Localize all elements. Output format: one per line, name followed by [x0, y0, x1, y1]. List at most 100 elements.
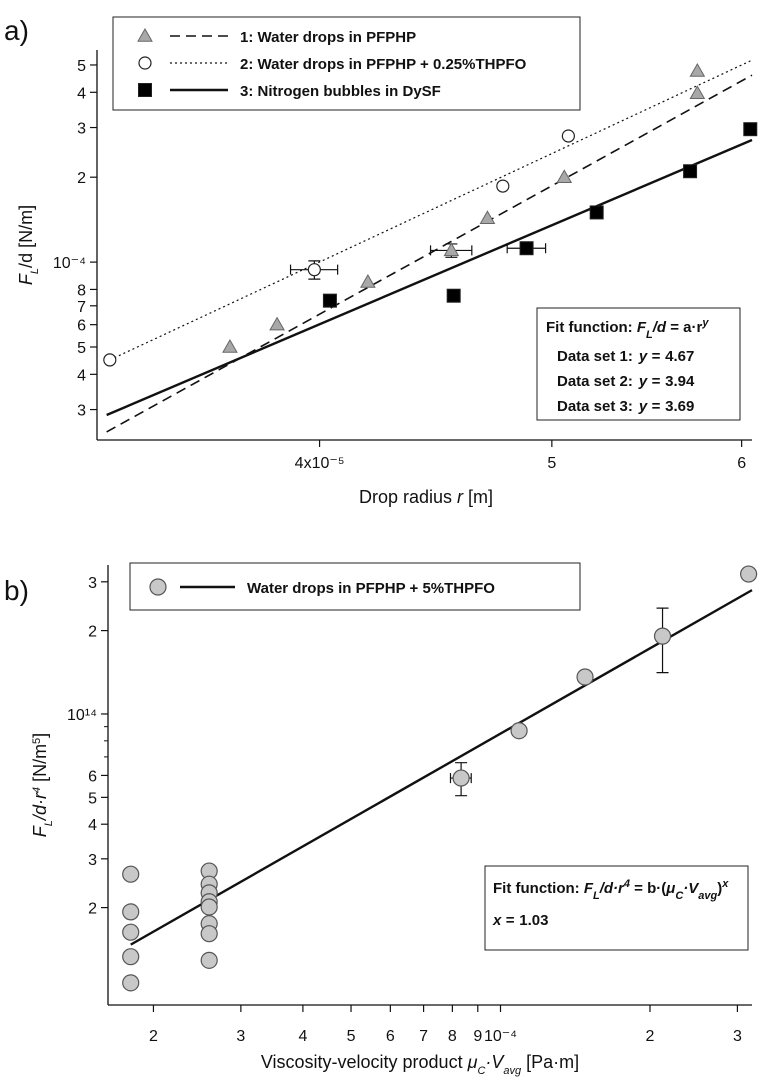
y-tick-label: 10¹⁴ — [67, 707, 97, 724]
marker — [510, 722, 528, 740]
fit-line — [109, 59, 753, 361]
text-part: L — [593, 890, 600, 902]
text-part: ) — [717, 880, 722, 897]
text-part: 3.94 — [665, 373, 695, 390]
text-part: y = — [638, 348, 661, 365]
text-part: avg — [698, 890, 717, 902]
marker — [446, 288, 461, 303]
label-part: r — [457, 487, 464, 507]
y-tick-label: 3 — [77, 121, 86, 138]
legend-label: 1: Water drops in PFPHP — [240, 29, 416, 46]
fit-row: Data set 3: y = 3.69 — [557, 398, 694, 415]
x-axis-label: Drop radius r [m] — [359, 487, 493, 507]
text-part: x = — [492, 912, 515, 929]
marker — [561, 129, 575, 143]
marker — [138, 83, 152, 97]
text-part: 3.69 — [665, 398, 694, 415]
fit-row: x = 1.03 — [492, 912, 548, 929]
fit-line — [106, 138, 753, 417]
text-part: C — [675, 890, 684, 902]
y-tick-label: 6 — [88, 768, 97, 785]
text-part: x — [721, 878, 729, 890]
label-part: L — [29, 268, 41, 274]
y-tick-label: 6 — [77, 318, 86, 335]
marker — [122, 923, 140, 941]
marker — [200, 925, 218, 943]
marker — [519, 241, 534, 256]
marker — [452, 769, 470, 787]
label-part: 4 — [31, 787, 43, 793]
x-tick-label: 5 — [347, 1028, 356, 1045]
marker — [479, 210, 496, 225]
marker — [653, 627, 672, 645]
marker — [200, 951, 218, 969]
x-tick-label: 9 — [473, 1028, 482, 1045]
text-part: Data set 1: — [557, 348, 633, 365]
x-tick-label: 5 — [547, 455, 556, 472]
text-part: L — [646, 329, 653, 341]
marker — [740, 565, 758, 583]
marker — [576, 668, 594, 686]
text-part: F — [637, 319, 647, 336]
y-tick-label: 3 — [88, 852, 97, 869]
label-part: F — [16, 273, 36, 285]
marker — [138, 56, 152, 70]
x-tick-label: 4 — [298, 1028, 307, 1045]
fit-row: Data set 2: y = 3.94 — [557, 373, 695, 390]
label-part: Viscosity-velocity product — [261, 1052, 468, 1072]
label-part: [N/m — [30, 744, 50, 787]
marker — [689, 62, 706, 77]
text-part: y = — [638, 398, 661, 415]
text-part: ·V — [683, 880, 700, 897]
y-tick-label: 2 — [77, 170, 86, 187]
x-tick-label: 6 — [386, 1028, 395, 1045]
text-part: Fit function: — [546, 319, 637, 336]
annotation-box — [484, 865, 749, 951]
text-part: 1.03 — [519, 912, 548, 929]
x-tick-label: 10⁻⁴ — [484, 1028, 517, 1045]
label-part: μ — [467, 1052, 478, 1072]
marker — [122, 903, 140, 921]
label-part: Drop radius — [359, 487, 457, 507]
x-axis-label: Viscosity-velocity product μC·Vavg [Pa·m… — [261, 1052, 579, 1077]
fit-row: Data set 1: y = 4.67 — [557, 348, 694, 365]
marker — [360, 273, 376, 288]
marker — [496, 179, 510, 193]
annotation-box — [536, 307, 741, 421]
y-tick-label: 4 — [77, 85, 86, 102]
y-tick-label: 2 — [88, 901, 97, 918]
label-part: avg — [503, 1065, 522, 1077]
x-tick-label: 2 — [149, 1028, 158, 1045]
y-tick-label: 7 — [77, 299, 86, 316]
label-part: /d [N/m] — [16, 205, 36, 268]
legend: 1: Water drops in PFPHP 2: Water drops in… — [112, 16, 581, 111]
marker — [122, 974, 140, 992]
fit-title: Fit function: FL/d·r4 = b·(μC·Vavg)x — [493, 878, 729, 902]
marker — [443, 242, 460, 257]
label-part: F — [30, 825, 50, 837]
y-tick-label: 4 — [88, 817, 97, 834]
marker — [322, 293, 337, 308]
legend-label: 3: Nitrogen bubbles in DySF — [240, 83, 441, 100]
label-part: /d·r — [30, 792, 50, 822]
text-part: 4 — [623, 878, 630, 890]
text-part: Fit function: — [493, 880, 584, 897]
legend-label: 2: Water drops in PFPHP + 0.25%THPFO — [240, 56, 527, 73]
label-part: C — [477, 1065, 485, 1077]
text-part: y — [701, 317, 709, 329]
text-part: /d·r — [599, 880, 625, 897]
text-part: 4.67 — [665, 348, 694, 365]
x-tick-label: 2 — [646, 1028, 655, 1045]
marker — [222, 338, 238, 353]
text-part: = b·( — [630, 880, 666, 897]
label-part: L — [43, 820, 55, 826]
marker — [683, 164, 698, 179]
y-tick-label: 8 — [77, 282, 86, 299]
y-tick-label: 3 — [88, 575, 97, 592]
y-tick-label: 5 — [88, 790, 97, 807]
text-part: Data set 2: — [557, 373, 633, 390]
text-part: = a·r — [666, 319, 702, 336]
marker — [589, 205, 604, 220]
text-part: μ — [665, 880, 675, 897]
label-part: ·V — [485, 1052, 505, 1072]
